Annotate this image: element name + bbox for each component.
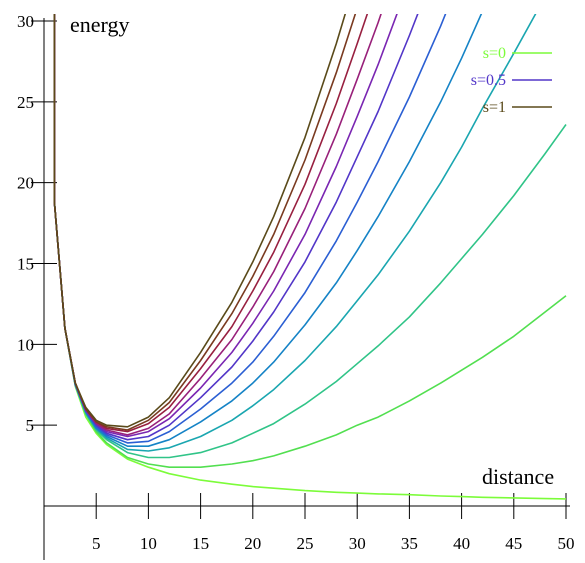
x-axis-title: distance <box>482 464 554 489</box>
series-line-0 <box>53 14 567 500</box>
series-line-8 <box>53 14 382 436</box>
series-line-10 <box>53 14 357 431</box>
legend-label: s=0 <box>483 45 506 62</box>
x-tick-label: 25 <box>297 534 314 553</box>
y-tick-label: 25 <box>17 93 34 112</box>
x-tick-label: 30 <box>349 534 366 553</box>
series-line-1 <box>53 14 567 469</box>
y-tick-label: 30 <box>17 12 34 31</box>
x-tick-label: 40 <box>453 534 470 553</box>
series-line-11 <box>53 14 347 428</box>
axes: 5 10 15 20 25 30 35 40 45 50 5 10 15 20 25 30 <box>17 12 575 560</box>
y-axis-title: energy <box>70 12 129 37</box>
x-tick-label: 35 <box>401 534 418 553</box>
series-layer <box>53 14 567 500</box>
x-tick-label: 45 <box>505 534 522 553</box>
series-line-2 <box>53 14 567 459</box>
y-tick-label: 10 <box>17 335 34 354</box>
series-line-9 <box>53 14 369 433</box>
x-tick-label: 15 <box>192 534 209 553</box>
x-tick-label: 20 <box>244 534 261 553</box>
x-tick-label: 5 <box>92 534 101 553</box>
series-line-7 <box>53 14 398 438</box>
y-tick-label: 15 <box>17 255 34 274</box>
y-tick-label: 20 <box>17 174 34 193</box>
legend-label: s=0.5 <box>471 72 506 89</box>
y-tick-label: 5 <box>26 416 35 435</box>
series-line-4 <box>53 14 483 448</box>
x-tick-label: 50 <box>558 534 575 553</box>
series-line-6 <box>53 14 419 441</box>
x-tick-label: 10 <box>140 534 157 553</box>
legend-label: s=1 <box>483 99 506 116</box>
legend: s=0 s=0.5 s=1 <box>471 45 552 116</box>
